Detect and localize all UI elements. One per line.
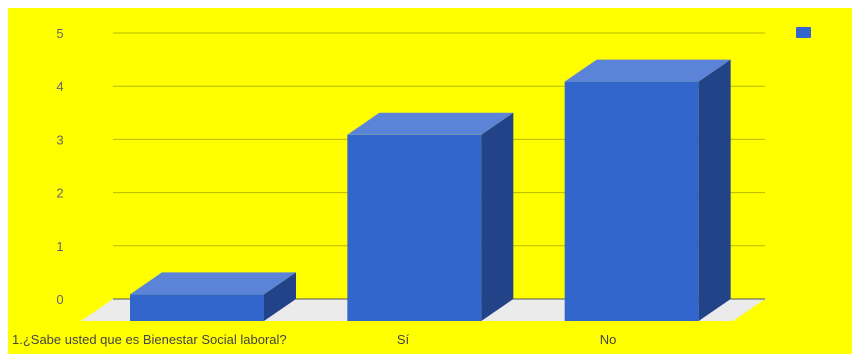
y-tick-label: 0	[56, 292, 63, 307]
bar-side-face	[264, 272, 296, 321]
x-category-label: No	[600, 332, 617, 347]
bar-chart: 0 1 2 3 4 5 1.¿Sabe usted que es Bienestar Soc…	[12, 26, 811, 347]
y-tick-label: 2	[56, 186, 63, 201]
legend-swatch	[796, 27, 811, 38]
bar-side-face	[481, 112, 514, 321]
y-tick-label: 5	[56, 26, 63, 41]
y-tick-label: 1	[56, 239, 63, 254]
chart-area: 0 1 2 3 4 5 1.¿Sabe usted que es Bienestar Soc…	[8, 8, 852, 354]
y-tick-label: 3	[56, 132, 63, 147]
x-category-label: Sí	[397, 332, 410, 347]
bar-top-face	[564, 59, 731, 82]
y-tick-label: 4	[56, 79, 63, 94]
bar-top-face	[130, 272, 296, 295]
bar-side-face	[698, 59, 731, 321]
bar	[564, 81, 699, 321]
x-category-label: 1.¿Sabe usted que es Bienestar Social la…	[12, 332, 287, 347]
bar	[347, 134, 482, 321]
bar	[130, 294, 264, 321]
bar-top-face	[347, 112, 514, 135]
